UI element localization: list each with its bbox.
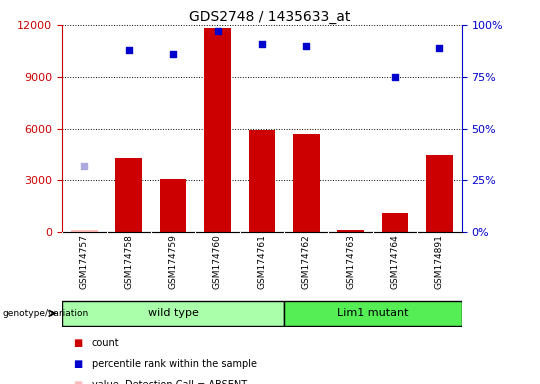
Text: ■: ■ [73,380,82,384]
Text: GSM174757: GSM174757 [80,234,89,289]
Point [435,45,444,51]
Text: count: count [92,338,119,348]
Bar [248,131,275,232]
Point [213,28,222,34]
Text: GSM174764: GSM174764 [390,234,400,289]
Text: GSM174762: GSM174762 [302,234,311,289]
Text: percentile rank within the sample: percentile rank within the sample [92,359,257,369]
Text: GSM174758: GSM174758 [124,234,133,289]
Bar [62,301,284,326]
Point [391,74,400,80]
Text: GSM174759: GSM174759 [168,234,178,289]
Point [124,47,133,53]
Bar [204,28,231,232]
Point [80,163,89,169]
Bar [284,301,462,326]
Text: ■: ■ [73,359,82,369]
Text: ■: ■ [73,338,82,348]
Text: value, Detection Call = ABSENT: value, Detection Call = ABSENT [92,380,247,384]
Text: GSM174763: GSM174763 [346,234,355,289]
Text: GSM174760: GSM174760 [213,234,222,289]
Bar [426,155,453,232]
Point [258,41,266,47]
Text: genotype/variation: genotype/variation [3,309,89,318]
Text: wild type: wild type [147,308,199,318]
Text: Lim1 mutant: Lim1 mutant [337,308,409,318]
Bar [160,179,186,232]
Bar [71,230,98,232]
Bar [338,230,364,232]
Text: GDS2748 / 1435633_at: GDS2748 / 1435633_at [190,10,350,23]
Bar [71,230,98,232]
Text: GSM174891: GSM174891 [435,234,444,289]
Bar [382,214,408,232]
Bar [116,158,142,232]
Bar [293,134,320,232]
Text: GSM174761: GSM174761 [258,234,266,289]
Point [302,43,310,49]
Point [169,51,178,57]
